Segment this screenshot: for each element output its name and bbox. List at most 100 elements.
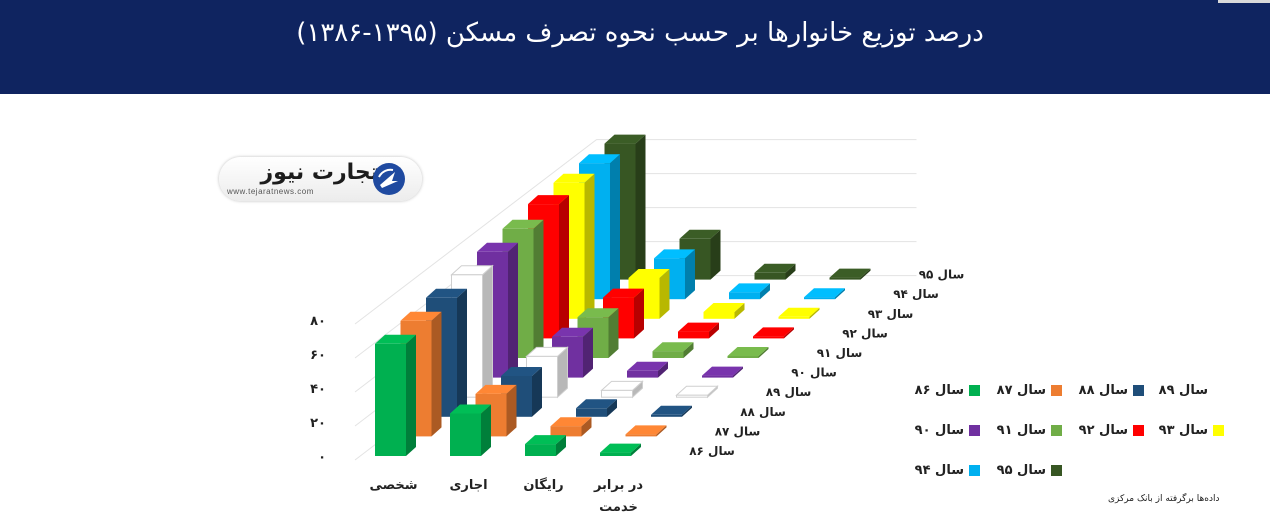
gridline bbox=[354, 139, 917, 325]
legend-label: سال ۸۷ bbox=[996, 383, 1046, 398]
legend-item: سال ۸۸ bbox=[1079, 383, 1144, 399]
bar bbox=[778, 307, 820, 319]
bar bbox=[375, 334, 416, 456]
bar-side bbox=[608, 308, 619, 358]
bar-side bbox=[656, 425, 667, 437]
bar-front bbox=[703, 312, 735, 319]
bar-top bbox=[628, 269, 670, 278]
bar-front bbox=[702, 375, 733, 378]
bar bbox=[651, 405, 692, 417]
bar-top bbox=[475, 384, 517, 394]
bar-side bbox=[406, 334, 416, 456]
bar-side bbox=[610, 154, 620, 300]
bar bbox=[729, 283, 770, 300]
bar-side bbox=[835, 288, 845, 300]
bar-side bbox=[581, 417, 592, 437]
bar-side bbox=[659, 269, 670, 319]
bar-side bbox=[733, 366, 743, 378]
y-tick-label: ۰ bbox=[318, 450, 326, 465]
legend-label: سال ۹۲ bbox=[1078, 423, 1128, 438]
legend-item: سال ۹۴ bbox=[915, 463, 980, 479]
bar-side bbox=[532, 367, 542, 417]
bar-side bbox=[685, 249, 695, 300]
bar-top bbox=[702, 366, 743, 376]
bar-side bbox=[482, 264, 493, 399]
legend-label: سال ۸۹ bbox=[1158, 383, 1208, 398]
bar-side bbox=[559, 195, 569, 339]
bar-top bbox=[703, 303, 745, 312]
depth-label: سال ۸۸ bbox=[740, 405, 786, 419]
bar-top bbox=[528, 195, 569, 205]
legend-item: سال ۹۳ bbox=[1159, 423, 1224, 439]
bar-front bbox=[525, 444, 556, 456]
legend-swatch bbox=[1213, 425, 1224, 436]
bar bbox=[550, 417, 592, 437]
bar-side bbox=[809, 307, 820, 319]
bar-front bbox=[601, 389, 633, 398]
bar-front bbox=[678, 331, 709, 339]
bar-top bbox=[625, 425, 667, 435]
bar-side bbox=[683, 342, 694, 358]
bar-top bbox=[501, 367, 542, 376]
bar-front bbox=[375, 343, 406, 456]
category-label: خدمت bbox=[599, 500, 638, 515]
bar bbox=[754, 263, 796, 280]
depth-labels: سال ۸۶ سال ۸۷ سال ۸۸ سال ۸۹ سال ۹۰ سال ۹۱ سال … bbox=[689, 268, 964, 458]
bar-front bbox=[676, 394, 708, 398]
bar-side bbox=[431, 311, 442, 437]
legend-label: سال ۹۳ bbox=[1158, 423, 1208, 438]
legend-label: سال ۹۱ bbox=[996, 423, 1046, 438]
depth-label: سال ۹۱ bbox=[817, 346, 863, 360]
bar-front bbox=[754, 272, 786, 280]
legend-swatch bbox=[1133, 385, 1144, 396]
bar-front bbox=[729, 292, 760, 300]
bar bbox=[625, 425, 667, 437]
bar-top bbox=[553, 173, 595, 183]
legend-item: سال ۹۲ bbox=[1079, 423, 1144, 439]
category-label: در برابر bbox=[593, 478, 643, 493]
bar-front bbox=[829, 277, 861, 280]
bar-side bbox=[860, 268, 871, 280]
bar-top bbox=[678, 322, 719, 332]
bar-side bbox=[758, 347, 769, 358]
bar bbox=[525, 435, 566, 456]
bar bbox=[627, 361, 668, 378]
legend-label: سال ۹۵ bbox=[996, 463, 1046, 478]
bar-front bbox=[627, 370, 658, 378]
depth-label: سال ۸۹ bbox=[766, 385, 812, 399]
category-label: رایگان bbox=[523, 477, 563, 493]
bar-top bbox=[577, 308, 619, 318]
depth-label: سال ۸۷ bbox=[715, 424, 761, 438]
bar-top bbox=[651, 405, 692, 415]
bar-side bbox=[760, 283, 770, 300]
bars bbox=[375, 134, 871, 456]
tejarat-news-logo: تجارت نیوز www.tejaratnews.com bbox=[219, 157, 422, 201]
bar-side bbox=[658, 361, 668, 378]
legend-item: سال ۹۱ bbox=[997, 423, 1062, 439]
legend-item: سال ۹۵ bbox=[997, 463, 1062, 479]
category-labels: شخصی اجاری رایگان در برابر خدمت bbox=[369, 477, 643, 515]
bar bbox=[600, 443, 641, 456]
bar-top bbox=[754, 263, 796, 273]
bar-side bbox=[556, 435, 566, 456]
legend-swatch bbox=[1051, 385, 1062, 396]
bar-side bbox=[457, 288, 467, 417]
bar bbox=[678, 322, 719, 339]
bar-front bbox=[727, 356, 759, 358]
bar-top bbox=[727, 347, 769, 356]
legend-swatch bbox=[1211, 385, 1224, 398]
y-tick-label: ۲۰ bbox=[310, 416, 326, 431]
bar-front bbox=[550, 426, 582, 437]
bar-top bbox=[450, 404, 491, 414]
bar-front bbox=[576, 408, 607, 417]
bar-top bbox=[603, 288, 644, 298]
legend-swatch bbox=[1051, 465, 1062, 476]
bar-front bbox=[778, 316, 810, 319]
bar bbox=[829, 268, 871, 280]
bar-top bbox=[804, 288, 845, 298]
category-label: اجاری bbox=[449, 478, 487, 493]
bar bbox=[702, 366, 743, 378]
bar-side bbox=[506, 384, 517, 437]
legend-swatch bbox=[969, 385, 980, 396]
